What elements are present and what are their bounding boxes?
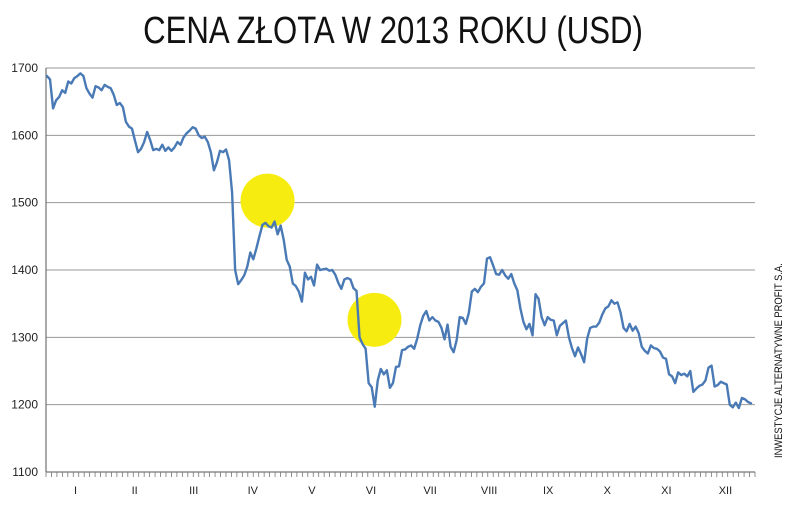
x-tick-label-X: X [604, 485, 612, 497]
highlight-circle-2 [347, 292, 402, 347]
x-tick-label-XI: XI [661, 485, 671, 497]
x-tick-label-XII: XII [719, 485, 732, 497]
chart-title: CENA ZŁOTA W 2013 ROKU (USD) [143, 10, 643, 52]
axes [45, 68, 756, 477]
gridlines [46, 67, 755, 406]
y-tick-label-1200: 1200 [11, 398, 38, 412]
x-tick-label-VIII: VIII [481, 485, 498, 497]
x-tick-label-I: I [74, 485, 77, 497]
y-tick-label-1600: 1600 [11, 128, 38, 142]
y-tick-label-1700: 1700 [11, 61, 38, 75]
x-tick-label-V: V [308, 485, 316, 497]
x-tick-label-III: III [189, 485, 198, 497]
x-tick-labels: I II III IV V VI VII VIII IX X XI XII [74, 485, 732, 497]
highlight-markers [240, 173, 402, 347]
x-tick-label-VII: VII [423, 485, 436, 497]
y-tick-label-1500: 1500 [11, 196, 38, 210]
x-tick-label-IX: IX [543, 485, 554, 497]
y-tick-label-1100: 1100 [12, 465, 38, 479]
highlight-circle-1 [240, 173, 295, 228]
x-tick-label-VI: VI [366, 485, 376, 497]
y-tick-label-1300: 1300 [11, 330, 38, 344]
gold-price-line [45, 72, 753, 410]
side-credit: INWESTYCJE ALTERNATYWNE PROFIT S.A. [773, 263, 785, 458]
y-tick-label-1400: 1400 [11, 263, 38, 277]
x-tick-label-II: II [132, 485, 138, 497]
y-tick-labels: 1100 1200 1300 1400 1500 1600 1700 [11, 61, 38, 479]
x-tick-label-IV: IV [248, 485, 259, 497]
